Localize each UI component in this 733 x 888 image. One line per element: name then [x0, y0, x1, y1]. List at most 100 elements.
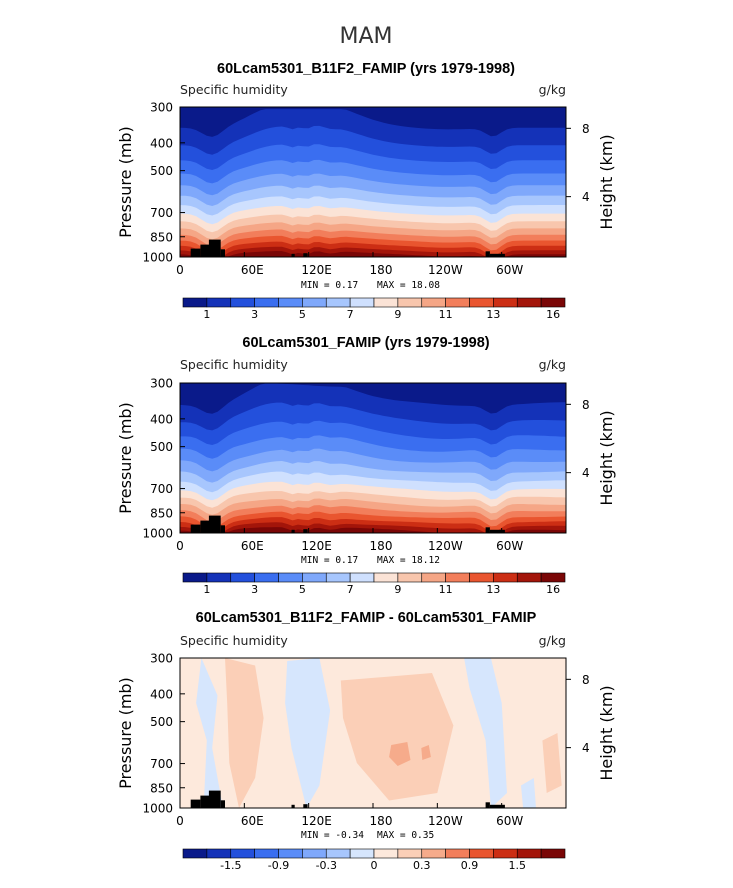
height-tick-label: 4	[582, 741, 590, 755]
y-tick-label: 400	[150, 136, 173, 150]
units-label: g/kg	[539, 82, 566, 97]
colorbar-swatch	[493, 572, 518, 583]
chart-title: 60Lcam5301_FAMIP (yrs 1979-1998)	[242, 335, 489, 351]
x-tick-label: 60E	[241, 539, 264, 553]
topography-mask	[200, 244, 209, 257]
colorbar-label: 13	[486, 583, 500, 596]
difference-contour-region	[542, 733, 562, 793]
colorbar-swatch	[421, 297, 446, 308]
y-tick-label: 850	[150, 230, 173, 244]
chart-panel-1: 60Lcam5301_B11F2_FAMIP (yrs 1979-1998) Sp…	[116, 61, 616, 321]
topography-mask	[303, 253, 308, 257]
x-tick-label: 120E	[301, 539, 332, 553]
y-tick-label: 850	[150, 506, 173, 520]
y-tick-label: 700	[150, 757, 173, 771]
colorbar-label: 0	[371, 859, 378, 872]
y-axis-title: Pressure (mb)	[116, 402, 135, 514]
colorbar-swatch	[278, 572, 303, 583]
chart-panel-3: 60Lcam5301_B11F2_FAMIP - 60Lcam5301_FAMI…	[116, 610, 616, 872]
colorbar-swatch	[254, 572, 279, 583]
min-stat: MIN = -0.34	[301, 830, 364, 841]
x-tick-label: 60E	[241, 814, 264, 828]
y-axis-right-title: Height (km)	[597, 410, 616, 505]
colorbar-swatch	[469, 848, 494, 859]
y-tick-label: 500	[150, 440, 173, 454]
difference-contour-region	[196, 658, 223, 808]
colorbar-swatch	[349, 848, 375, 859]
topography-mask	[190, 248, 201, 257]
colorbar-label: 0.9	[461, 859, 479, 872]
variable-label: Specific humidity	[180, 357, 288, 372]
x-tick-label: 60W	[496, 814, 523, 828]
colorbar-label: -0.3	[316, 859, 337, 872]
colorbar-swatch	[325, 848, 351, 859]
colorbar-swatch	[302, 572, 327, 583]
colorbar-swatch	[349, 297, 375, 308]
topography-mask	[291, 253, 295, 257]
x-tick-label: 0	[176, 263, 184, 277]
colorbar-label: 1.5	[509, 859, 527, 872]
y-tick-label: 400	[150, 687, 173, 701]
chart-panel-2: 60Lcam5301_FAMIP (yrs 1979-1998) Specific…	[116, 335, 616, 596]
topography-mask	[485, 527, 490, 533]
x-tick-label: 120E	[301, 814, 332, 828]
colorbar-label: 1	[203, 308, 210, 321]
colorbar-swatch	[469, 572, 494, 583]
difference-contour-region	[421, 745, 431, 760]
colorbar-label: 1	[203, 583, 210, 596]
plot-area	[180, 383, 566, 533]
difference-contour-region	[225, 658, 264, 808]
colorbar-swatch	[182, 848, 208, 859]
colorbar-swatch	[540, 297, 566, 308]
height-tick-label: 8	[582, 398, 590, 412]
humidity-contour-band	[180, 383, 566, 414]
x-tick-label: 180	[370, 814, 393, 828]
difference-contour-region	[521, 778, 536, 808]
colorbar-swatch	[397, 848, 423, 859]
height-tick-label: 8	[582, 122, 590, 136]
y-tick-label: 300	[150, 377, 173, 391]
colorbar-label: -0.9	[268, 859, 289, 872]
colorbar-swatch	[278, 297, 303, 308]
difference-contour-region	[389, 742, 411, 766]
colorbar-label: 5	[299, 583, 306, 596]
topography-mask	[485, 251, 490, 257]
colorbar-label: 5	[299, 308, 306, 321]
colorbar-swatch	[516, 297, 542, 308]
y-tick-label: 1000	[142, 802, 173, 816]
topography-mask	[291, 529, 295, 533]
topography-mask	[489, 804, 505, 808]
topography-mask	[190, 524, 201, 533]
colorbar-swatch	[516, 848, 542, 859]
topography-mask	[220, 525, 225, 533]
colorbar-label: 3	[251, 583, 258, 596]
colorbar-swatch	[493, 297, 518, 308]
colorbar-swatch	[445, 848, 470, 859]
difference-contour-region	[285, 658, 331, 808]
x-tick-label: 120W	[428, 814, 463, 828]
colorbar-swatch	[230, 572, 255, 583]
x-tick-label: 0	[176, 814, 184, 828]
difference-contour-region	[340, 673, 454, 801]
colorbar-swatch	[230, 297, 255, 308]
colorbar-label: 16	[546, 308, 560, 321]
colorbar-swatch	[278, 848, 303, 859]
topography-mask	[291, 804, 295, 808]
x-tick-label: 120W	[428, 263, 463, 277]
chart-title: 60Lcam5301_B11F2_FAMIP (yrs 1979-1998)	[217, 61, 515, 77]
x-tick-label: 60W	[496, 263, 523, 277]
colorbar-swatch	[493, 848, 518, 859]
x-tick-label: 120W	[428, 539, 463, 553]
variable-label: Specific humidity	[180, 82, 288, 97]
topography-mask	[208, 790, 221, 808]
topography-mask	[489, 253, 505, 257]
units-label: g/kg	[539, 357, 566, 372]
max-stat: MAX = 18.08	[377, 280, 440, 291]
colorbar-swatch	[206, 848, 232, 859]
colorbar-swatch	[302, 297, 327, 308]
colorbar-swatch	[206, 297, 232, 308]
colorbar-swatch	[373, 572, 399, 583]
colorbar-swatch	[349, 572, 375, 583]
colorbar-swatch	[469, 297, 494, 308]
